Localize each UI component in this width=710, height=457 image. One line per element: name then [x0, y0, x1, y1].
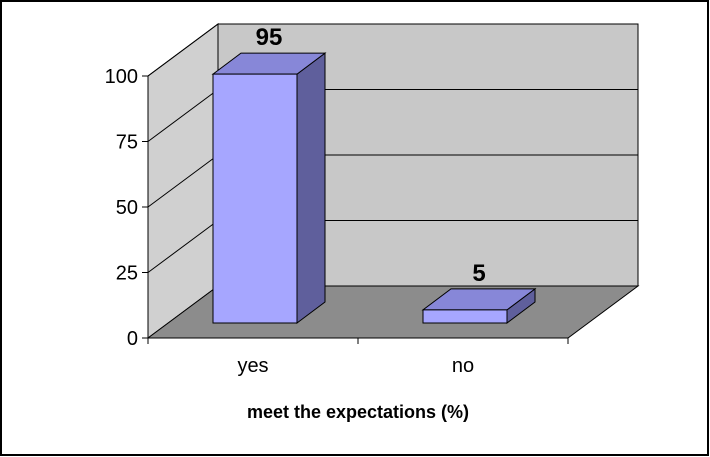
bar-side	[296, 52, 326, 324]
y-tick-label: 100	[105, 66, 138, 88]
gridline-side	[147, 89, 219, 142]
gridline-side	[147, 154, 219, 208]
gridline-side	[147, 220, 219, 273]
x-axis-title: meet the expectations (%)	[247, 402, 469, 422]
data-label-no: 5	[472, 260, 485, 287]
x-tick-label-no: no	[452, 355, 474, 377]
y-tick-label: 0	[127, 328, 138, 350]
y-tick-label: 25	[116, 263, 138, 285]
y-tick-label: 50	[116, 197, 138, 219]
bar-no	[421, 287, 537, 324]
bars	[211, 52, 537, 324]
x-tick-label-yes: yes	[237, 355, 268, 377]
gridline-side	[147, 23, 219, 77]
data-label-yes: 95	[256, 24, 283, 51]
axes	[142, 75, 569, 344]
bar-front	[212, 73, 298, 324]
bar-yes	[211, 52, 327, 324]
labels: 0 25 50 75 100 95 yes 5 no	[105, 24, 486, 377]
y-tick-label: 75	[116, 132, 138, 154]
bar-front	[422, 309, 508, 324]
